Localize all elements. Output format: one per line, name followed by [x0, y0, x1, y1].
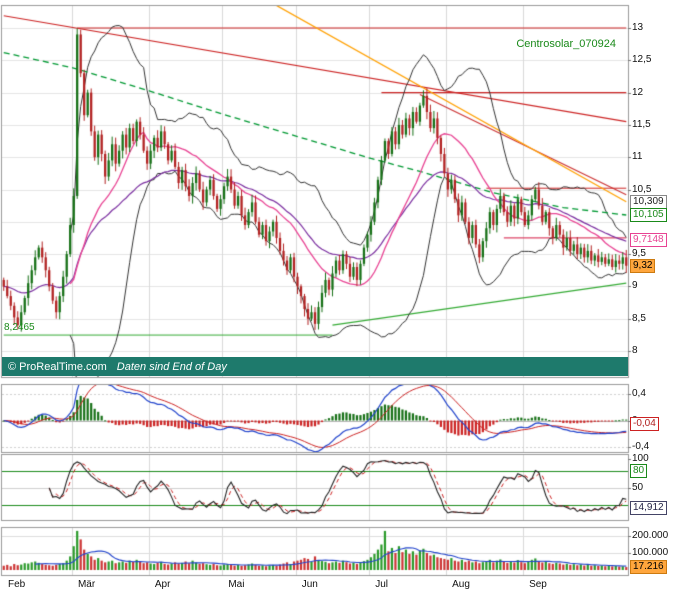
chart-title: Centrosolar_070924	[516, 38, 616, 50]
prorealtime-link[interactable]: © ProRealTime.com	[8, 360, 107, 373]
end-of-day-note: Daten sind End of Day	[116, 360, 227, 373]
copyright-bar: © ProRealTime.com Daten sind End of Day	[2, 357, 628, 376]
support-level-label: 8,2465	[4, 322, 35, 333]
